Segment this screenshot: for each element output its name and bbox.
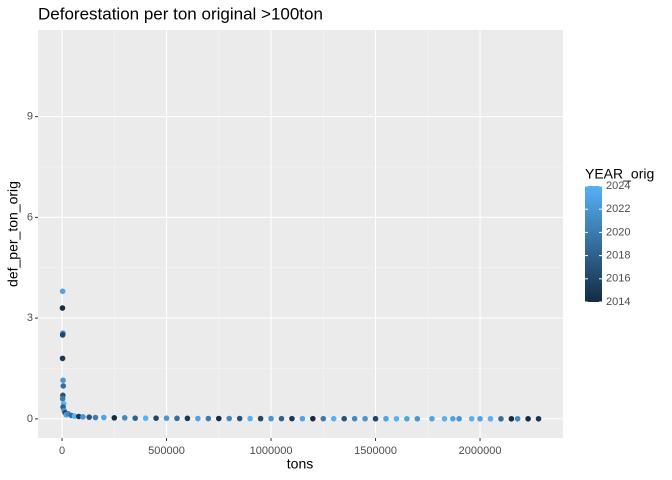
- point: [456, 415, 462, 422]
- point: [59, 288, 66, 295]
- point: [59, 305, 66, 311]
- point: [236, 415, 243, 422]
- point: [525, 415, 531, 422]
- point: [414, 415, 421, 422]
- point: [278, 415, 285, 422]
- y-tick-label: 0: [27, 413, 33, 425]
- point: [247, 415, 253, 422]
- legend-title: YEAR_orig: [585, 166, 654, 182]
- point: [80, 414, 86, 420]
- point: [404, 415, 410, 422]
- point: [289, 415, 295, 422]
- point: [330, 415, 337, 422]
- point: [362, 415, 368, 422]
- point: [429, 415, 435, 422]
- point: [205, 415, 212, 422]
- point: [215, 415, 222, 422]
- legend-label: 2022: [606, 203, 630, 215]
- point: [153, 415, 159, 421]
- point: [468, 415, 475, 422]
- point: [372, 415, 379, 422]
- point: [487, 415, 494, 422]
- point: [535, 415, 542, 422]
- y-tick-label: 9: [27, 111, 33, 123]
- x-axis-title: tons: [287, 456, 313, 472]
- point: [59, 355, 66, 362]
- point: [111, 415, 118, 421]
- point: [383, 415, 389, 422]
- point: [86, 414, 93, 420]
- point: [257, 415, 264, 422]
- colorbar: [585, 186, 602, 302]
- point: [101, 414, 107, 421]
- point: [341, 415, 347, 422]
- point: [121, 415, 128, 421]
- x-tick-label: 1500000: [354, 445, 397, 457]
- x-tick-label: 2000000: [459, 445, 502, 457]
- y-tick-label: 6: [27, 211, 33, 223]
- point: [498, 415, 504, 422]
- point: [163, 415, 170, 421]
- point: [92, 414, 99, 421]
- point: [60, 377, 66, 384]
- x-tick-label: 0: [59, 445, 65, 457]
- point: [142, 415, 149, 421]
- point: [310, 415, 316, 422]
- point: [450, 415, 456, 422]
- chart-title: Deforestation per ton original >100ton: [38, 4, 323, 23]
- panel: [38, 30, 563, 438]
- legend-label: 2018: [606, 250, 630, 262]
- point: [195, 415, 201, 422]
- point: [226, 415, 233, 422]
- point: [184, 415, 191, 422]
- x-tick-label: 500000: [148, 445, 185, 457]
- x-tick-label: 1000000: [250, 445, 293, 457]
- y-axis-title: def_per_ton_orig: [5, 181, 21, 287]
- point: [268, 415, 274, 422]
- point: [132, 415, 138, 421]
- legend-label: 2016: [606, 273, 630, 285]
- point: [59, 332, 66, 338]
- point: [441, 415, 448, 422]
- point: [59, 395, 66, 402]
- point: [393, 415, 400, 422]
- point: [60, 383, 67, 389]
- point: [320, 415, 327, 422]
- legend-label: 2020: [606, 226, 630, 238]
- legend-label: 2014: [606, 296, 630, 308]
- point: [75, 413, 82, 420]
- point: [351, 415, 358, 422]
- legend-label: 2024: [606, 180, 630, 192]
- point: [477, 415, 483, 422]
- point: [299, 415, 306, 422]
- point: [174, 415, 180, 422]
- point: [514, 415, 521, 422]
- point: [508, 415, 515, 422]
- y-tick-label: 3: [27, 312, 33, 324]
- point: [71, 413, 78, 419]
